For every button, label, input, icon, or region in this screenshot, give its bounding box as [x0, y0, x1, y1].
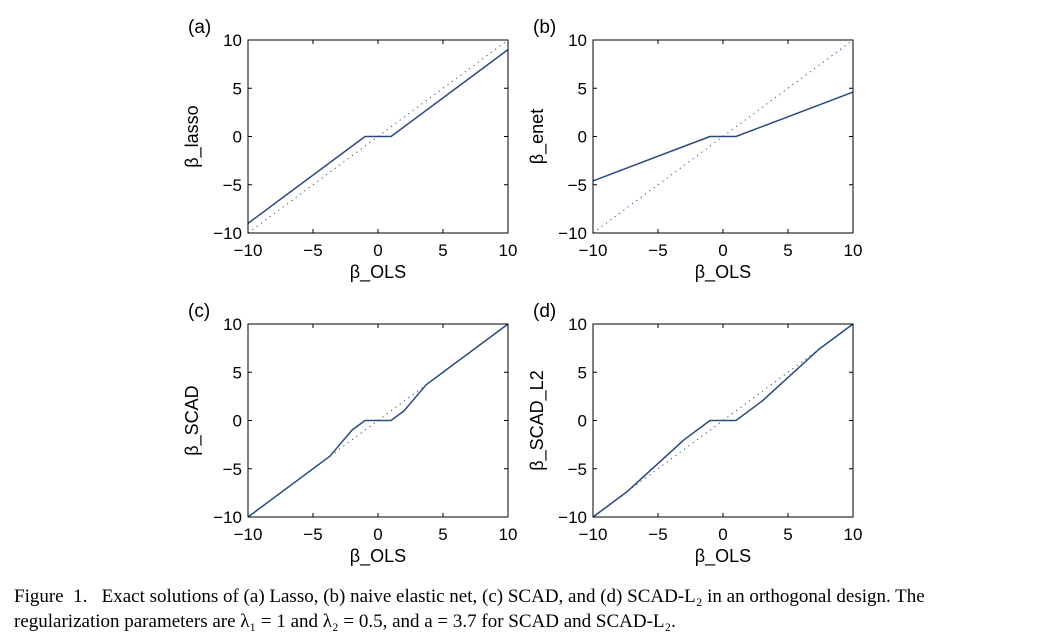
solution-line: [592, 91, 854, 182]
x-axis-label: β_OLS: [695, 546, 751, 567]
y-axis-label: β_lasso: [182, 105, 203, 167]
x-tick-label: −10: [579, 241, 608, 260]
y-tick-label: 10: [223, 31, 242, 50]
y-tick-label: 5: [233, 79, 242, 98]
caption-line-1: Figure 1. Exact solutions of (a) Lasso, …: [14, 586, 925, 607]
x-axis-label: β_OLS: [350, 262, 406, 283]
panel-label: (a): [188, 17, 211, 38]
y-tick-label: 0: [233, 412, 242, 431]
y-axis-label: β_SCAD: [182, 385, 203, 455]
y-tick-label: −5: [223, 460, 242, 479]
y-tick-label: −5: [568, 176, 587, 195]
y-tick-label: −10: [558, 508, 587, 527]
y-tick-label: 10: [568, 315, 587, 334]
y-tick-label: 0: [578, 412, 587, 431]
y-tick-label: 10: [223, 315, 242, 334]
solution-line: [247, 49, 509, 224]
y-tick-label: 5: [578, 79, 587, 98]
x-axis-label: β_OLS: [695, 262, 751, 283]
x-tick-label: 5: [438, 525, 447, 544]
panel-2: −10 −5 0 5 10 −10 −5 0 5 10 β_OLS β_enet (b): [527, 17, 862, 283]
y-tick-label: −10: [213, 224, 242, 243]
figure-panels: −10 −5 0 5 10 −10 −5 0 5 10 β_OLS β_lasso (a) −10 −5 0 5…: [182, 17, 862, 567]
y-axis-label: β_enet: [527, 109, 548, 164]
x-axis-label: β_OLS: [350, 546, 406, 567]
x-tick-label: 5: [783, 525, 792, 544]
panel-1: −10 −5 0 5 10 −10 −5 0 5 10 β_OLS β_lasso (a): [182, 17, 517, 283]
x-tick-label: 10: [499, 525, 518, 544]
x-tick-label: 10: [844, 525, 863, 544]
x-tick-label: 0: [373, 241, 382, 260]
y-tick-label: 5: [233, 363, 242, 382]
x-tick-label: 0: [718, 241, 727, 260]
x-tick-label: −5: [303, 241, 322, 260]
x-tick-label: 10: [499, 241, 518, 260]
panel-3: −10 −5 0 5 10 −10 −5 0 5 10 β_OLS β_SCAD (c): [182, 301, 517, 567]
y-tick-label: −5: [568, 460, 587, 479]
x-tick-label: 5: [438, 241, 447, 260]
x-tick-label: −5: [303, 525, 322, 544]
panel-label: (d): [533, 301, 556, 322]
x-tick-label: 5: [783, 241, 792, 260]
y-tick-label: 0: [233, 128, 242, 147]
panel-label: (b): [533, 17, 556, 38]
y-tick-label: −10: [213, 508, 242, 527]
y-tick-label: 5: [578, 363, 587, 382]
x-tick-label: −10: [234, 525, 263, 544]
x-tick-label: 0: [373, 525, 382, 544]
solution-line: [247, 323, 509, 518]
y-tick-label: −10: [558, 224, 587, 243]
panel-4: −10 −5 0 5 10 −10 −5 0 5 10 β_OLS β_SCAD_L2 (d): [527, 301, 862, 567]
caption-line-2: regularization parameters are λ₁ = 1 and…: [14, 611, 676, 632]
solution-line: [592, 323, 854, 518]
y-tick-label: 10: [568, 31, 587, 50]
y-tick-label: −5: [223, 176, 242, 195]
x-tick-label: −5: [648, 241, 667, 260]
x-tick-label: −10: [234, 241, 263, 260]
panel-label: (c): [188, 301, 210, 322]
x-tick-label: −5: [648, 525, 667, 544]
figure-caption: Figure 1. Exact solutions of (a) Lasso, …: [14, 584, 1034, 634]
x-tick-label: 0: [718, 525, 727, 544]
x-tick-label: −10: [579, 525, 608, 544]
y-axis-label: β_SCAD_L2: [527, 370, 548, 470]
x-tick-label: 10: [844, 241, 863, 260]
y-tick-label: 0: [578, 128, 587, 147]
